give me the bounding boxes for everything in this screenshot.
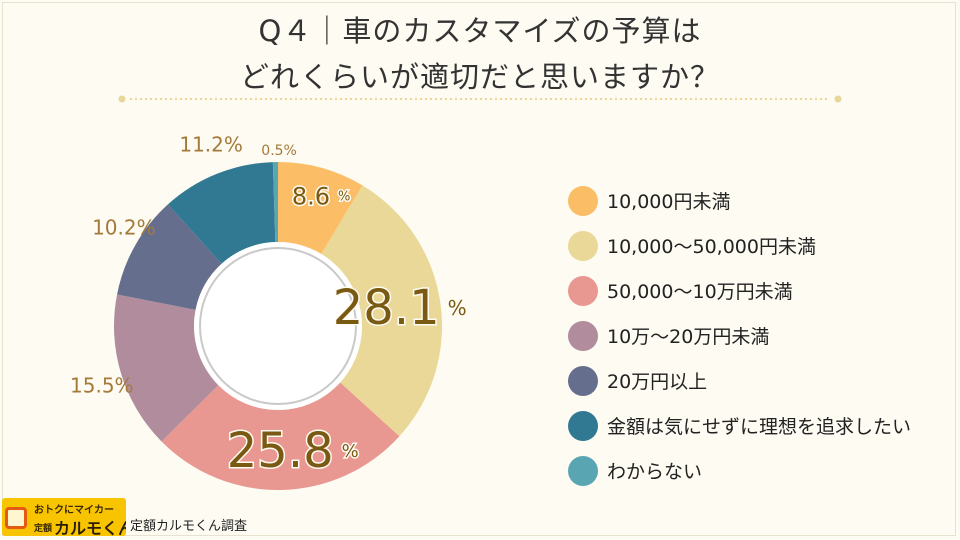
logo-name: カルモくん [54,519,126,536]
pie-slice-1 [278,162,363,254]
chart-title-line-1: Q４｜車のカスタマイズの予算は [258,14,702,48]
value-label-6: 11.2% [179,133,243,157]
value-label-2: 28.1% [333,280,467,336]
legend-label-2: 10,000〜50,000円未満 [607,236,816,258]
pie-slice-2 [321,185,442,437]
donut-inner-ring [199,247,357,405]
legend-item-7: わからない [568,448,911,493]
legend-item-1: 10,000円未満 [568,178,911,223]
donut-hole [194,242,362,410]
value-label-7: 0.5% [261,143,297,159]
pie-slice-5 [117,204,222,310]
legend-label-5: 20万円以上 [607,371,708,393]
value-label-1: 8.6% [292,183,351,211]
title-divider [118,95,842,103]
legend-swatch-3 [568,275,598,306]
legend-item-2: 10,000〜50,000円未満 [568,223,911,268]
legend-swatch-5 [568,365,598,396]
car-icon [5,507,27,529]
legend-label-7: わからない [607,461,703,483]
legend-swatch-4 [568,320,598,351]
legend-swatch-6 [568,410,598,441]
legend-item-5: 20万円以上 [568,358,911,403]
legend-item-3: 50,000〜10万円未満 [568,268,911,313]
value-label-5: 10.2% [92,216,156,240]
pie-slice-6 [167,162,276,264]
legend-swatch-2 [568,230,598,261]
chart-title: Q４｜車のカスタマイズの予算は どれくらいが適切だと思いますか？ [0,8,960,100]
pie-slice-4 [114,294,219,442]
footer: おトクにマイカー 定額 カルモくん 定額カルモくん調査 [2,498,247,536]
legend-swatch-1 [568,185,598,216]
value-label-4: 15.5% [70,373,134,397]
logo-tagline: おトクにマイカー [34,505,114,516]
chart-title-line-2: どれくらいが適切だと思いますか？ [239,60,720,94]
donut-chart: 8.6 % 28.1 % 25.8 % 15.5% 10.2% 11.2% 0.5% [70,133,468,491]
pie-slice-7 [272,162,278,243]
chart-legend: 10,000円未満 10,000〜50,000円未満 50,000〜10万円未満 10… [568,178,911,493]
legend-label-6: 金額は気にせずに理想を追求したい [607,416,912,438]
legend-label-1: 10,000円未満 [607,191,731,213]
legend-item-6: 金額は気にせずに理想を追求したい [568,403,911,448]
legend-label-3: 50,000〜10万円未満 [607,281,793,303]
carmo-logo: おトクにマイカー 定額 カルモくん [2,498,126,536]
legend-swatch-7 [568,455,598,486]
legend-item-4: 10万〜20万円未満 [568,313,911,358]
value-label-3: 25.8% [227,423,359,479]
pie-slice-3 [161,382,400,491]
source-note: 定額カルモくん調査 [130,519,248,534]
logo-small-text: 定額 [34,524,53,534]
legend-label-4: 10万〜20万円未満 [607,326,770,348]
